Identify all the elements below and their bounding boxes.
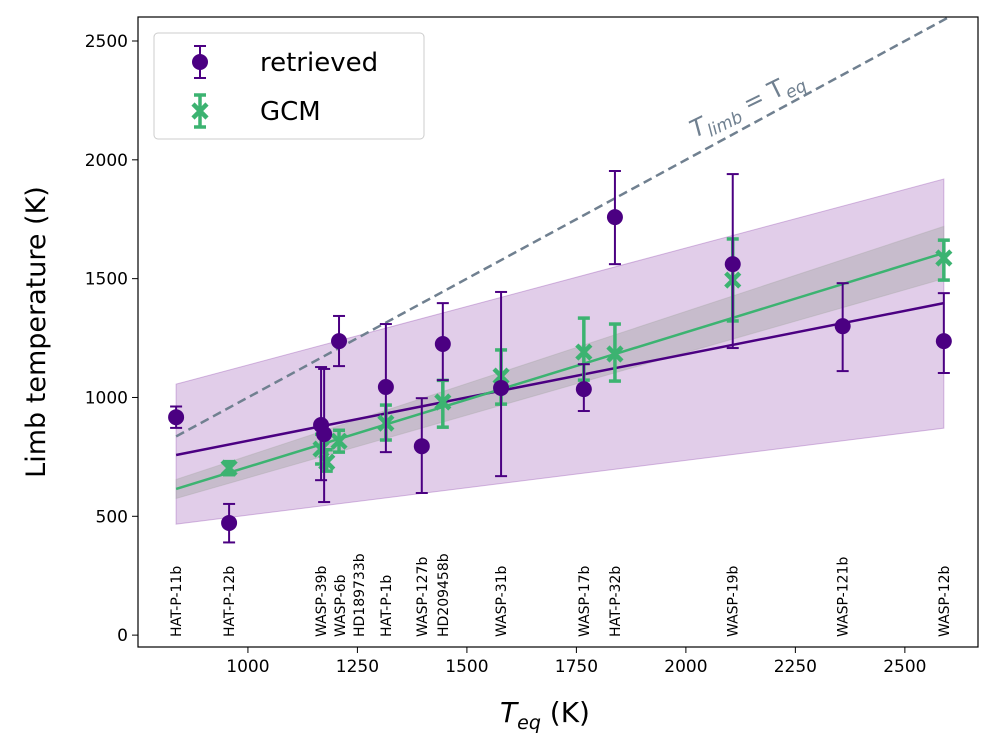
retrieved-point xyxy=(377,379,394,396)
y-axis-label: Limb temperature (K) xyxy=(21,186,52,478)
planet-label: HAT-P-11b xyxy=(169,566,185,637)
plot-frame xyxy=(137,16,979,648)
svg-text:Tlimb = Teq: Tlimb = Teq xyxy=(685,64,810,148)
planet-label: WASP-39b xyxy=(314,565,330,637)
legend-marker-x xyxy=(191,102,209,120)
retrieved-point xyxy=(316,426,333,443)
gcm-point xyxy=(318,453,336,471)
y-tick-label: 2500 xyxy=(85,32,128,52)
x-marker xyxy=(575,343,593,361)
retrieved-point xyxy=(168,409,185,426)
y-tick-label: 1000 xyxy=(85,388,128,408)
gcm-point xyxy=(575,343,593,361)
gcm-fit-line xyxy=(175,251,945,491)
planet-label: WASP-12b xyxy=(937,565,953,637)
x-marker xyxy=(318,453,336,471)
gcm-point xyxy=(220,459,238,477)
retrieved-point xyxy=(575,381,592,398)
planet-label: HAT-P-12b xyxy=(222,566,238,637)
planet-label: WASP-121b xyxy=(836,557,852,637)
planet-label: HAT-P-1b xyxy=(379,575,395,637)
x-tick-label: 2500 xyxy=(883,657,926,677)
x-tick-label: 1250 xyxy=(336,657,379,677)
x-tick-label: 1750 xyxy=(555,657,598,677)
retrieved-point xyxy=(935,333,952,350)
gcm-point xyxy=(935,249,953,267)
x-marker xyxy=(191,102,209,120)
retrieved-point xyxy=(413,438,430,455)
y-tick-label: 1500 xyxy=(85,270,128,290)
retrieved-point xyxy=(434,336,451,353)
planet-label: WASP-19b xyxy=(726,565,742,637)
x-axis-label: Teq (K) xyxy=(500,696,590,734)
y-tick-label: 2000 xyxy=(85,151,128,171)
legend-label: GCM xyxy=(260,97,321,127)
retrieved-point xyxy=(331,333,348,350)
planet-label: WASP-31b xyxy=(494,565,510,637)
planet-label: HD189733b xyxy=(352,553,368,637)
x-tick-label: 1000 xyxy=(226,657,269,677)
planet-label: WASP-6b xyxy=(333,574,349,637)
retrieved-fit-line xyxy=(175,301,945,457)
x-marker xyxy=(220,459,238,477)
x-tick-label: 2000 xyxy=(664,657,707,677)
planet-label: HD209458b xyxy=(436,553,452,637)
planet-label: WASP-17b xyxy=(577,565,593,637)
x-tick-label: 1500 xyxy=(445,657,488,677)
one-to-one-line xyxy=(175,16,950,438)
planet-label: WASP-127b xyxy=(415,557,431,637)
x-tick-label: 2250 xyxy=(774,657,817,677)
y-tick-label: 0 xyxy=(117,626,128,646)
x-marker xyxy=(330,432,348,450)
legend-label: retrieved xyxy=(260,48,378,78)
gcm-point xyxy=(606,345,624,363)
gcm-point xyxy=(330,432,348,450)
retrieved-point xyxy=(606,209,623,226)
x-marker xyxy=(935,249,953,267)
x-marker xyxy=(434,393,452,411)
retrieved-point xyxy=(221,514,238,531)
retrieved-point xyxy=(493,379,510,396)
planet-label: HAT-P-32b xyxy=(608,566,624,637)
retrieved-band xyxy=(175,178,945,525)
gcm-point xyxy=(434,393,452,411)
legend-marker-circle xyxy=(192,54,208,70)
retrieved-point xyxy=(724,256,741,273)
y-tick-label: 500 xyxy=(96,507,128,527)
retrieved-point xyxy=(834,318,851,335)
one-to-one-label: Tlimb = Teq xyxy=(685,64,810,148)
x-marker xyxy=(606,345,624,363)
legend: retrieved GCM xyxy=(153,32,425,140)
